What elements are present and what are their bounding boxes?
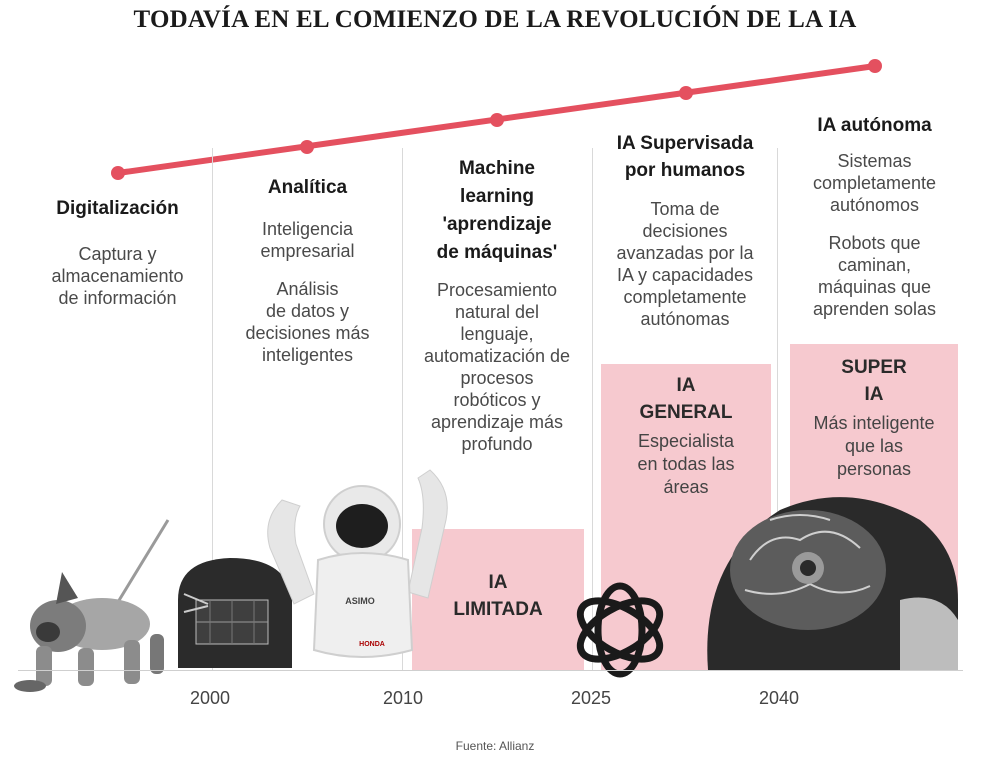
year-label-2000: 2000 <box>189 688 231 708</box>
robot-dog-illustration <box>14 519 170 692</box>
milestone-dot-1 <box>111 166 125 180</box>
level-description: Más inteligente que las personas <box>813 413 935 479</box>
stage-title: IA autónoma <box>817 115 932 136</box>
stage-title-line: 'aprendizaje <box>442 214 552 235</box>
level-title-line: GENERAL <box>639 402 733 423</box>
stage-ia-autonoma: IA autónoma Sistemas completamente autón… <box>782 114 967 320</box>
stage-ia-supervisada: IA Supervisada por humanos Toma de decis… <box>593 130 777 330</box>
level-title-line: IA <box>676 375 696 396</box>
stage-title-line: Machine <box>458 158 536 179</box>
milestone-dot-3 <box>490 113 504 127</box>
stage-title-line: learning <box>460 186 534 207</box>
timeline-baseline <box>18 670 963 671</box>
ai-logo-icon <box>576 582 664 678</box>
level-box-limited: IA LIMITADA <box>412 529 584 670</box>
source-note: Fuente: Allianz <box>455 739 535 753</box>
level-description: Especialista en todas las áreas <box>637 431 735 497</box>
level-title-line: LIMITADA <box>453 599 543 620</box>
divider-2000 <box>212 148 213 670</box>
divider-2025 <box>592 148 593 670</box>
milestone-dot-4 <box>679 86 693 100</box>
milestone-dot-2 <box>300 140 314 154</box>
robot-chest-label: ASIMO <box>345 596 375 606</box>
level-title-line: IA <box>864 384 884 405</box>
page-title: TODAVÍA EN EL COMIENZO DE LA REVOLUCIÓN … <box>133 6 857 33</box>
milestone-dot-5 <box>868 59 882 73</box>
robot-leg-label: HONDA <box>359 641 385 648</box>
divider-2040 <box>777 148 778 670</box>
stage-analitica: Analítica Inteligencia empresarial Análi… <box>214 176 401 366</box>
year-label-2040: 2040 <box>758 688 800 708</box>
stage-title: Digitalización <box>56 198 179 219</box>
divider-2010 <box>402 148 403 670</box>
year-label-2025: 2025 <box>570 688 612 708</box>
stage-title: Analítica <box>267 177 348 198</box>
brain-head-illustration <box>707 497 958 670</box>
robot-vacuum-illustration <box>178 558 292 668</box>
year-label-2010: 2010 <box>382 688 424 708</box>
stage-title-line: de máquinas' <box>436 242 558 263</box>
stage-digitalizacion: Digitalización Captura y almacenamiento … <box>25 197 210 309</box>
stage-machine-learning: Machine learning 'aprendizaje de máquina… <box>403 155 591 455</box>
stage-title-line: por humanos <box>624 160 746 181</box>
stage-title-line: IA Supervisada <box>616 133 754 154</box>
level-title-line: SUPER <box>841 357 907 378</box>
humanoid-robot-illustration: ASIMO HONDA <box>267 469 448 658</box>
level-title-line: IA <box>488 572 508 593</box>
